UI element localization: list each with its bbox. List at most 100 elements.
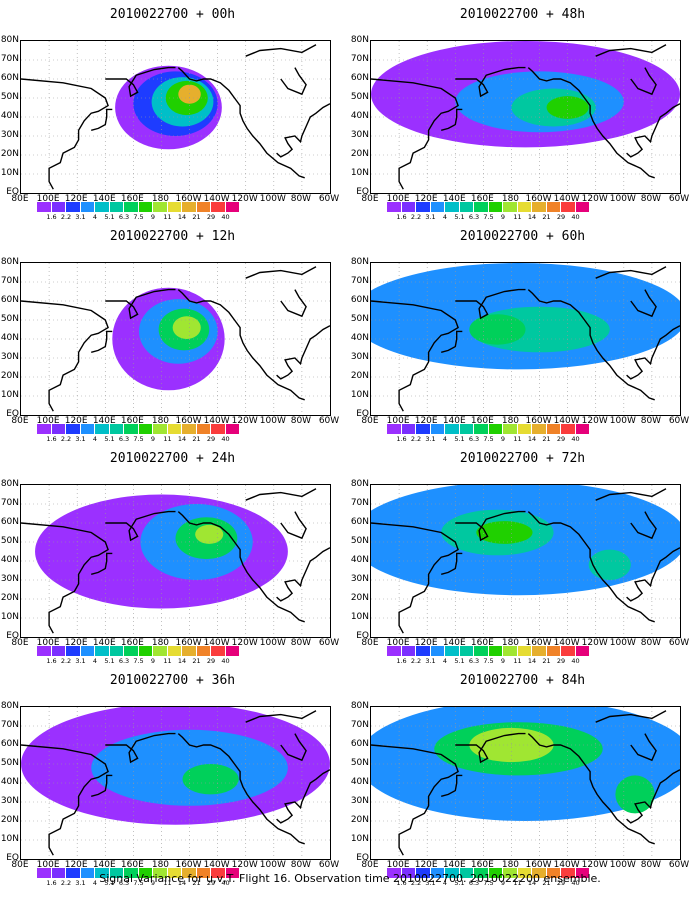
y-tick-label: 80N bbox=[350, 479, 369, 489]
colorbar-tick-label: 9 bbox=[150, 435, 156, 443]
coastline bbox=[91, 774, 113, 797]
colorbar-swatch bbox=[138, 868, 153, 878]
coastline bbox=[455, 288, 526, 320]
x-tick-label: 140E bbox=[442, 194, 466, 204]
panel-title: 2010022700 + 60h bbox=[459, 229, 586, 244]
colorbar-tick-label: 1.6 bbox=[396, 657, 407, 665]
variance-contour-map bbox=[21, 41, 330, 193]
y-tick-label: 80N bbox=[0, 257, 19, 267]
colorbar-tick-label: 2.2 bbox=[60, 435, 72, 443]
y-tick-label: 60N bbox=[0, 517, 19, 527]
variance-contour-map bbox=[371, 41, 680, 193]
colorbar-tick-label: 3.1 bbox=[425, 879, 436, 887]
y-tick-label: 20N bbox=[350, 149, 369, 159]
coastline bbox=[595, 710, 667, 723]
coastline bbox=[276, 103, 330, 158]
colorbar-swatch bbox=[211, 424, 226, 434]
panel-title: 2010022700 + 36h bbox=[109, 673, 236, 688]
coastline bbox=[105, 732, 176, 764]
colorbar-tick-label: 3.1 bbox=[425, 657, 436, 665]
coastline bbox=[441, 552, 463, 575]
colorbar-swatch bbox=[153, 646, 168, 656]
y-tick-label: 10N bbox=[350, 834, 369, 844]
colorbar-swatch bbox=[430, 868, 445, 878]
x-tick-label: 120W bbox=[581, 638, 608, 648]
y-tick-label: 30N bbox=[0, 352, 19, 362]
x-tick-label: 160E bbox=[470, 194, 494, 204]
colorbar-swatch bbox=[488, 646, 503, 656]
colorbar-swatch bbox=[561, 868, 576, 878]
coastline bbox=[455, 732, 526, 764]
colorbar-swatch bbox=[532, 646, 547, 656]
map-panel: 2010022700 + 60h 80N 70N 60N 50N 40N 30N 20N 10N… bbox=[350, 222, 695, 444]
map-plot-area bbox=[20, 706, 331, 860]
colorbar-swatch bbox=[51, 868, 66, 878]
colorbar-tick-label: 9 bbox=[500, 879, 506, 887]
colorbar-swatch bbox=[80, 646, 95, 656]
colorbar-tick-label: 5.1 bbox=[454, 879, 465, 887]
y-tick-label: 70N bbox=[0, 276, 19, 286]
x-tick-label: 160E bbox=[120, 860, 144, 870]
y-tick-label: 40N bbox=[0, 333, 19, 343]
colorbar-swatch bbox=[196, 202, 211, 212]
y-tick-label: 10N bbox=[350, 390, 369, 400]
variance-contour-region bbox=[172, 316, 201, 339]
coastline bbox=[280, 67, 307, 96]
coastline bbox=[177, 733, 305, 845]
x-tick-label: 80W bbox=[640, 860, 662, 870]
variance-contour-map bbox=[371, 485, 680, 637]
variance-contour-map bbox=[21, 263, 330, 415]
x-tick-label: 140E bbox=[92, 860, 116, 870]
x-tick-label: 180 bbox=[501, 638, 520, 648]
colorbar-swatch bbox=[109, 424, 124, 434]
panel-title: 2010022700 + 12h bbox=[109, 229, 236, 244]
y-tick-label: 80N bbox=[350, 35, 369, 45]
x-tick-label: 120W bbox=[231, 638, 258, 648]
coastline bbox=[527, 733, 655, 845]
colorbar-tick-label: 7.5 bbox=[483, 657, 494, 665]
x-tick-label: 80E bbox=[361, 416, 379, 426]
y-tick-label: 30N bbox=[350, 796, 369, 806]
colorbar-tick-label: 4 bbox=[442, 435, 448, 443]
x-tick-label: 140E bbox=[442, 860, 466, 870]
x-tick-label: 120E bbox=[414, 860, 438, 870]
x-tick-label: 80E bbox=[11, 860, 29, 870]
colorbar-tick-label: 5.1 bbox=[104, 213, 115, 221]
colorbar-tick-label: 29 bbox=[556, 435, 566, 443]
colorbar-swatch bbox=[401, 202, 416, 212]
panel-title: 2010022700 + 24h bbox=[109, 451, 236, 466]
colorbar-swatch bbox=[124, 202, 139, 212]
colorbar-swatch bbox=[37, 424, 52, 434]
panel-title: 2010022700 + 84h bbox=[459, 673, 586, 688]
y-tick-label: 20N bbox=[0, 815, 19, 825]
colorbar-tick-label: 3.1 bbox=[425, 435, 436, 443]
x-tick-label: 80E bbox=[361, 638, 379, 648]
colorbar-tick-label: 4 bbox=[442, 657, 448, 665]
variance-contour-region bbox=[615, 775, 655, 814]
colorbar-swatch bbox=[503, 868, 518, 878]
colorbar-swatch bbox=[211, 202, 226, 212]
coastline bbox=[105, 288, 176, 320]
x-tick-label: 100E bbox=[36, 860, 60, 870]
x-tick-label: 160E bbox=[120, 638, 144, 648]
colorbar-swatch bbox=[66, 868, 81, 878]
coastline bbox=[105, 66, 176, 98]
colorbar-swatch bbox=[138, 646, 153, 656]
x-tick-label: 140W bbox=[203, 638, 230, 648]
y-tick-label: 50N bbox=[0, 92, 19, 102]
colorbar-swatch bbox=[459, 424, 474, 434]
colorbar-swatch bbox=[474, 868, 489, 878]
colorbar-swatch bbox=[430, 646, 445, 656]
y-tick-label: EQ bbox=[356, 409, 369, 419]
coastline bbox=[245, 266, 317, 279]
colorbar-tick-label: 5.1 bbox=[454, 213, 465, 221]
colorbar-tick-label: 9 bbox=[500, 213, 506, 221]
colorbar-tick-label: 1.6 bbox=[46, 879, 57, 887]
y-tick-label: 40N bbox=[350, 333, 369, 343]
coastline bbox=[527, 289, 655, 401]
variance-contour-region bbox=[182, 764, 239, 795]
colorbar-tick-label: 14 bbox=[527, 657, 537, 665]
x-tick-label: 100E bbox=[36, 416, 60, 426]
variance-contour-map bbox=[371, 707, 680, 859]
variance-contour-region bbox=[476, 521, 533, 544]
